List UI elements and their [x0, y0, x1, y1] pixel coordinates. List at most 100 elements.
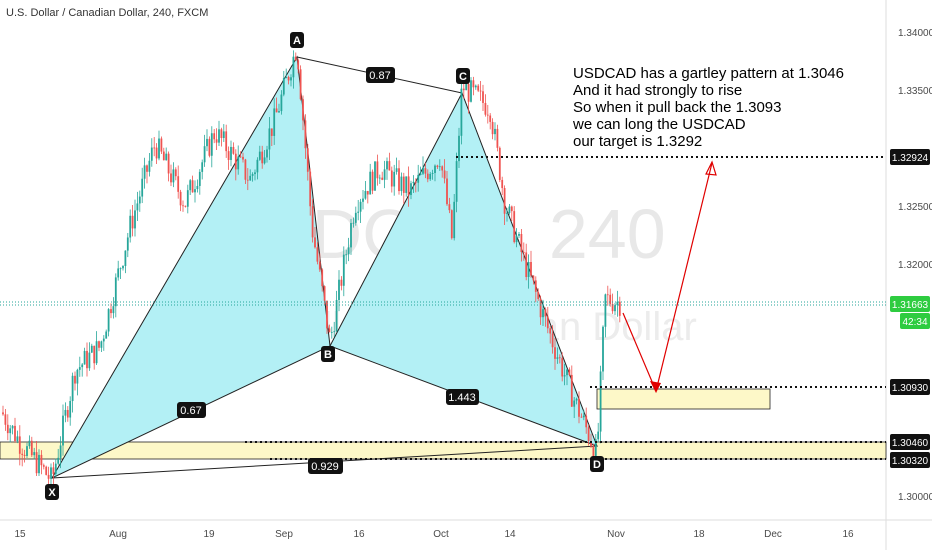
candle-body — [64, 409, 67, 416]
candle-body — [616, 301, 619, 306]
candle-body — [208, 138, 211, 156]
y-tick-label: 1.32000 — [898, 260, 932, 271]
candle-body — [340, 279, 343, 286]
candle-body — [158, 138, 160, 159]
candle-body — [150, 147, 153, 161]
candle-body — [592, 446, 595, 459]
candle-body — [182, 205, 184, 207]
candle-body — [83, 350, 86, 365]
candle-body — [422, 168, 424, 174]
candle-body — [112, 306, 115, 314]
candle-body — [90, 345, 93, 353]
candle-body — [251, 174, 254, 176]
annotation-line-5: our target is 1.3292 — [573, 133, 702, 150]
candle-body — [76, 369, 79, 384]
candle-body — [237, 156, 240, 170]
candle-body — [417, 174, 420, 183]
y-tick-label: 1.32500 — [898, 202, 932, 213]
candle-body — [318, 261, 321, 270]
candle-body — [570, 374, 573, 407]
candle-body — [134, 210, 136, 229]
candle-body — [410, 183, 412, 196]
candle-body — [57, 457, 60, 464]
svg-text:B: B — [324, 349, 332, 361]
candle-body — [136, 203, 139, 211]
svg-text:C: C — [459, 71, 467, 83]
x-tick-label: 15 — [14, 529, 26, 540]
candle-body — [194, 189, 196, 193]
x-tick-label: 16 — [842, 529, 854, 540]
candle-body — [405, 176, 408, 193]
candle-body — [606, 294, 609, 296]
candle-body — [419, 173, 422, 175]
candle-body — [429, 173, 432, 180]
candle-body — [474, 85, 477, 88]
candle-body — [311, 206, 314, 238]
candle-body — [424, 168, 427, 174]
candle-body — [141, 178, 144, 197]
annotation-line-4: we can long the USDCAD — [572, 116, 746, 133]
svg-text:1.30930: 1.30930 — [892, 383, 929, 394]
candle-body — [525, 252, 528, 278]
candle-body — [501, 179, 504, 189]
candle-body — [33, 452, 36, 456]
candle-body — [518, 233, 520, 236]
candle-body — [268, 128, 271, 150]
candle-body — [117, 268, 120, 278]
candle-body — [357, 211, 360, 213]
candle-body — [162, 151, 165, 161]
candle-body — [186, 190, 189, 207]
candle-body — [390, 170, 393, 187]
candle-body — [338, 279, 340, 300]
candle-body — [153, 147, 156, 149]
candle-body — [614, 305, 616, 312]
candle-body — [446, 178, 448, 205]
candle-body — [470, 80, 472, 102]
candle-body — [16, 436, 19, 441]
candle-body — [66, 409, 69, 418]
candle-body — [330, 331, 333, 333]
candle-body — [510, 206, 513, 212]
candle-body — [352, 222, 355, 224]
candle-body — [42, 465, 45, 467]
candle-body — [50, 467, 52, 479]
candle-body — [59, 445, 62, 458]
candle-body — [542, 309, 544, 318]
candle-body — [273, 108, 276, 136]
candle-body — [393, 171, 396, 187]
candle-body — [35, 452, 38, 474]
candle-body — [263, 157, 266, 164]
candle-body — [369, 171, 372, 195]
candle-body — [218, 129, 220, 143]
candle-body — [6, 424, 9, 434]
candle-body — [93, 345, 96, 364]
candle-body — [86, 350, 88, 369]
candle-body — [28, 440, 31, 447]
x-tick-label: Oct — [433, 529, 449, 540]
price-badge-target: 1.32924 — [890, 149, 930, 165]
entry-zone — [596, 388, 771, 410]
candle-body — [256, 159, 259, 173]
candle-body — [40, 454, 43, 466]
candle-body — [4, 414, 7, 425]
candle-body — [244, 159, 247, 180]
candle-body — [270, 128, 273, 136]
candle-body — [129, 215, 132, 238]
arrow-head-down-icon — [650, 381, 661, 393]
candle-body — [354, 212, 357, 223]
x-tick-label: 16 — [353, 529, 365, 540]
candle-body — [146, 165, 148, 172]
candle-body — [482, 91, 484, 103]
candle-body — [494, 128, 496, 135]
candle-body — [388, 161, 391, 171]
candle-body — [52, 467, 55, 474]
candle-body — [242, 156, 244, 160]
candle-body — [167, 153, 170, 174]
candle-body — [443, 170, 446, 179]
candle-body — [366, 191, 369, 195]
candle-body — [448, 204, 451, 211]
candle-body — [258, 151, 261, 160]
candle-body — [450, 210, 453, 239]
svg-text:X: X — [48, 487, 56, 499]
